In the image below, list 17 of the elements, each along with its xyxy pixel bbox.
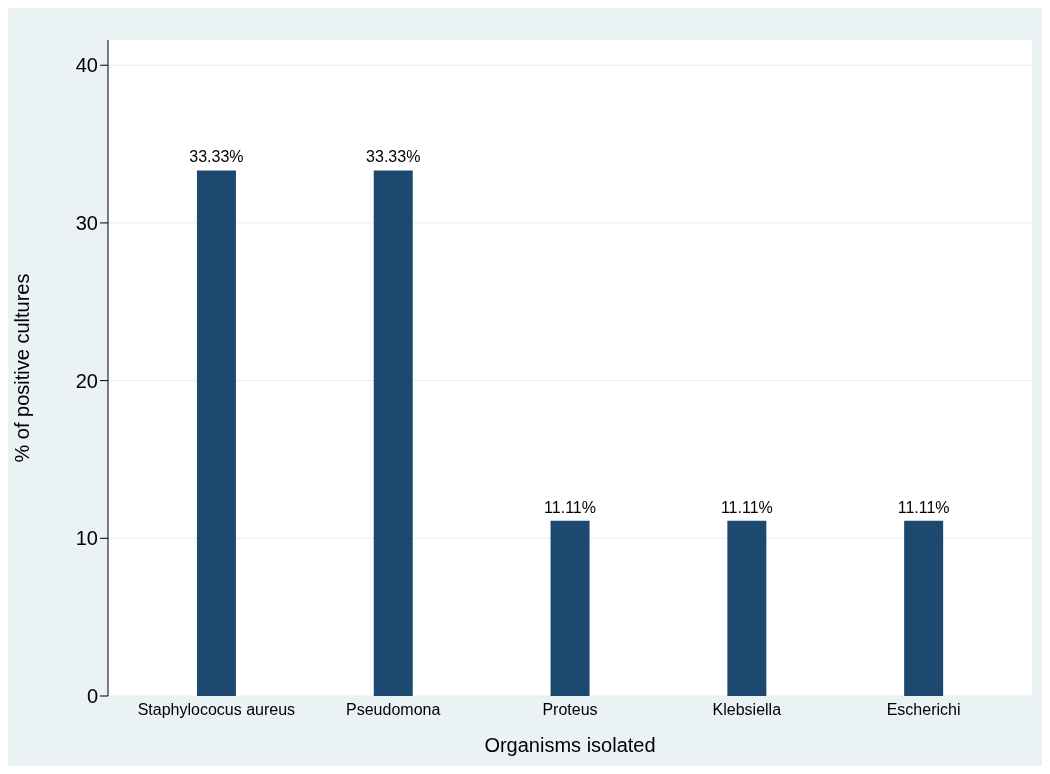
y-tick-label: 40: [75, 54, 98, 77]
data-label: 11.11%: [897, 498, 950, 516]
x-tick-label: Staphylococus aureus: [137, 701, 296, 719]
y-tick-label: 10: [75, 527, 98, 550]
x-tick-label: Proteus: [542, 701, 598, 719]
x-tick-label: Pseudomona: [346, 701, 441, 719]
x-tick-label: Klebsiella: [712, 701, 782, 719]
x-axis-title: Organisms isolated: [484, 734, 656, 756]
data-label: 11.11%: [720, 498, 773, 516]
data-label: 33.33%: [366, 148, 421, 166]
y-axis-title: % of positive cultures: [11, 273, 34, 463]
y-tick-label: 0: [86, 685, 98, 708]
data-label: 11.11%: [544, 498, 596, 516]
y-tick-label: 30: [75, 212, 98, 235]
data-label: 33.33%: [189, 148, 244, 166]
x-tick-label: Escherichi: [886, 701, 961, 719]
y-tick-label: 20: [75, 369, 98, 392]
